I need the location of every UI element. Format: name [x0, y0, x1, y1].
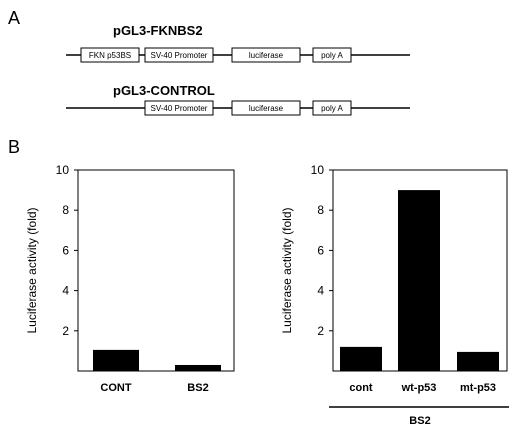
x-category-label: mt-p53 [460, 382, 496, 394]
element-box [231, 100, 301, 116]
construct-control: pGL3-CONTROL SV-40 Promoter luciferase p… [66, 83, 410, 116]
bar-chart-left: 2 4 6 8 10 Luciferase activity (fold) CONT BS2 [25, 163, 235, 394]
element-label: luciferase [249, 104, 284, 113]
x-category-label: BS2 [187, 382, 208, 394]
y-axis-label: Luciferase activity (fold) [280, 207, 294, 333]
y-tick-label: 8 [317, 203, 324, 217]
element-box [312, 47, 352, 63]
bar [175, 364, 221, 371]
element-box [312, 100, 352, 116]
y-tick-label: 2 [317, 324, 324, 338]
x-category-label: cont [349, 382, 373, 394]
y-tick-label: 10 [311, 163, 325, 177]
element-box [144, 100, 214, 116]
panel-letter-a: A [8, 8, 20, 28]
element-label: FKN p53BS [89, 51, 131, 60]
panel-letter-b: B [8, 137, 20, 157]
bar-chart-right: 2 4 6 8 10 Luciferase activity (fold) cont wt-p… [280, 163, 509, 427]
element-label: poly A [321, 104, 343, 113]
element-box [144, 47, 214, 63]
construct-fknbs2: pGL3-FKNBS2 FKN p53BS SV-40 Promoter luc… [66, 23, 410, 63]
element-label: luciferase [249, 51, 284, 60]
element-label: SV-40 Promoter [151, 51, 208, 60]
y-tick-label: 4 [317, 284, 324, 298]
element-label: poly A [321, 51, 343, 60]
bar [457, 351, 499, 371]
group-label: BS2 [409, 415, 430, 427]
bar [93, 349, 139, 371]
construct-title: pGL3-CONTROL [113, 83, 215, 98]
y-tick-label: 2 [62, 324, 69, 338]
y-tick-label: 8 [62, 203, 69, 217]
bar [398, 190, 440, 371]
x-category-label: wt-p53 [401, 382, 437, 394]
y-axis-label: Luciferase activity (fold) [25, 207, 39, 333]
element-box [80, 47, 140, 63]
y-tick-label: 6 [62, 243, 69, 257]
plot-frame [77, 169, 235, 372]
y-tick-label: 10 [56, 163, 70, 177]
element-box [231, 47, 301, 63]
element-label: SV-40 Promoter [151, 104, 208, 113]
y-tick-label: 6 [317, 243, 324, 257]
bar [340, 346, 382, 371]
construct-title: pGL3-FKNBS2 [113, 23, 203, 38]
x-category-label: CONT [100, 382, 131, 394]
y-tick-label: 4 [62, 284, 69, 298]
